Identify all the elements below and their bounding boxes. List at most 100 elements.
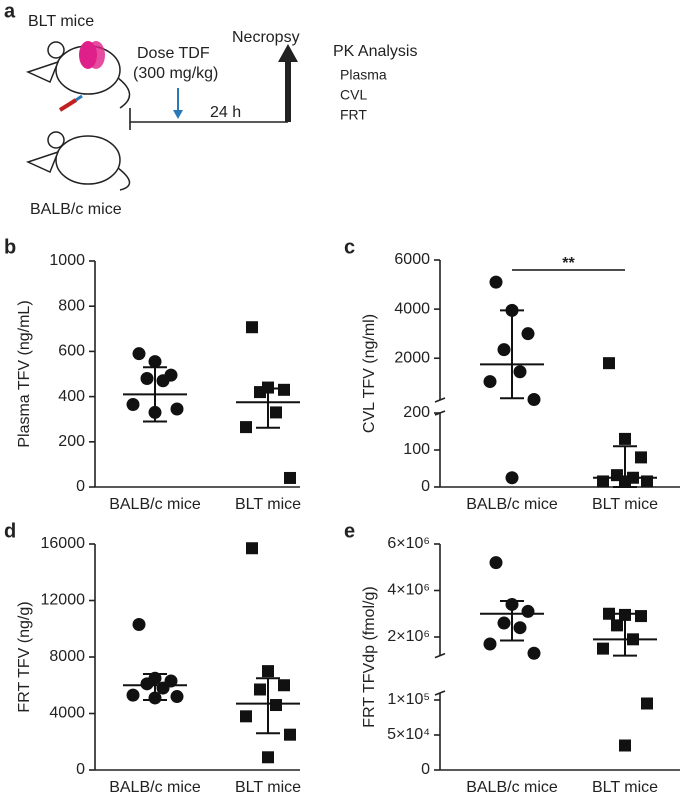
data-point [278, 383, 290, 396]
data-point [140, 372, 154, 386]
y-tick-label: 0 [76, 478, 85, 495]
data-point [635, 610, 647, 623]
x-tick-label: BLT mice [235, 779, 301, 795]
y-axis-label: FRT TFVdp (fmol/g) [361, 586, 378, 727]
y-tick-label: 5×10⁴ [387, 726, 430, 743]
data-point [254, 683, 266, 696]
y-tick-label: 2000 [394, 349, 430, 366]
y-tick-label: 6000 [394, 251, 430, 268]
panel-letter: d [4, 520, 16, 542]
data-point [170, 690, 184, 704]
data-point [278, 679, 290, 692]
y-tick-label: 200 [403, 404, 430, 421]
y-tick-label: 4000 [49, 705, 85, 722]
data-point [246, 321, 258, 334]
axis-break [434, 652, 446, 659]
significance-label: ** [562, 255, 575, 272]
data-point [597, 642, 609, 655]
data-point [270, 406, 282, 419]
y-tick-label: 1×10⁵ [387, 691, 430, 708]
data-point [126, 398, 140, 412]
data-point [126, 688, 140, 702]
x-tick-label: BLT mice [592, 779, 658, 795]
y-axis-label: Plasma TFV (ng/mL) [16, 300, 33, 447]
x-tick-label: BLT mice [235, 496, 301, 513]
necropsy-label: Necropsy [232, 29, 300, 46]
data-point [611, 619, 623, 632]
y-tick-label: 600 [58, 343, 85, 360]
y-tick-label: 12000 [41, 592, 86, 609]
mouse-icon [25, 41, 131, 112]
data-point [240, 710, 252, 723]
data-point [270, 699, 282, 712]
diagram: a BLT mice BALB/c mice Dose TDF (300 mg/… [4, 0, 417, 218]
y-tick-label: 4000 [394, 300, 430, 317]
data-point [240, 421, 252, 434]
data-point [262, 751, 274, 764]
data-point [513, 365, 527, 379]
panel-letter: e [344, 520, 355, 542]
dose-arrow [173, 110, 183, 119]
data-point [513, 621, 527, 635]
data-point [246, 542, 258, 555]
data-point [284, 728, 296, 741]
y-tick-label: 4×10⁶ [387, 582, 430, 599]
data-point [156, 374, 170, 388]
necropsy-arrow [278, 44, 298, 62]
panel-letter: a [4, 0, 16, 22]
mouse-label: BLT mice [28, 13, 94, 30]
data-point [140, 677, 154, 691]
pk-item: CVL [340, 87, 367, 103]
x-tick-label: BALB/c mice [466, 779, 558, 795]
y-tick-label: 0 [421, 761, 430, 778]
y-tick-label: 0 [76, 761, 85, 778]
pk-item: Plasma [340, 67, 387, 83]
x-tick-label: BALB/c mice [109, 779, 201, 795]
y-tick-label: 6×10⁶ [387, 535, 430, 552]
data-point [527, 646, 541, 660]
mouse-label: BALB/c mice [30, 201, 122, 218]
interval-label: 24 h [210, 104, 241, 121]
y-tick-label: 800 [58, 297, 85, 314]
data-point [527, 393, 541, 407]
y-tick-label: 200 [58, 433, 85, 450]
data-point [483, 375, 497, 389]
axis-break [434, 397, 446, 403]
y-axis-label: FRT TFV (ng/g) [16, 601, 33, 712]
panel-letter: b [4, 236, 16, 258]
data-point [132, 347, 146, 361]
x-tick-label: BALB/c mice [109, 496, 201, 513]
data-point [489, 556, 503, 570]
pk-item: FRT [340, 107, 367, 123]
axis-break [434, 690, 446, 696]
y-tick-label: 1000 [49, 252, 85, 269]
x-tick-label: BALB/c mice [466, 496, 558, 513]
data-point [489, 275, 503, 289]
y-tick-label: 100 [403, 441, 430, 458]
panel-letter: c [344, 236, 355, 258]
y-axis-label: CVL TFV (ng/ml) [361, 314, 378, 433]
y-tick-label: 400 [58, 388, 85, 405]
data-point [132, 618, 146, 632]
y-tick-label: 2×10⁶ [387, 628, 430, 645]
data-point [497, 343, 511, 357]
y-tick-label: 0 [421, 478, 430, 495]
data-point [505, 471, 519, 485]
data-point [262, 665, 274, 678]
y-tick-label: 8000 [49, 648, 85, 665]
dose-amount: (300 mg/kg) [133, 65, 218, 82]
data-point [521, 604, 535, 618]
data-point [641, 697, 653, 710]
data-point [521, 327, 535, 341]
data-point [483, 637, 497, 651]
data-point [619, 432, 631, 445]
y-tick-label: 16000 [41, 535, 86, 552]
mouse-icon [25, 131, 131, 191]
data-point [619, 739, 631, 752]
data-point [603, 607, 615, 620]
x-tick-label: BLT mice [592, 496, 658, 513]
data-point [170, 402, 184, 416]
pk-title: PK Analysis [333, 43, 417, 60]
data-point [603, 357, 615, 370]
